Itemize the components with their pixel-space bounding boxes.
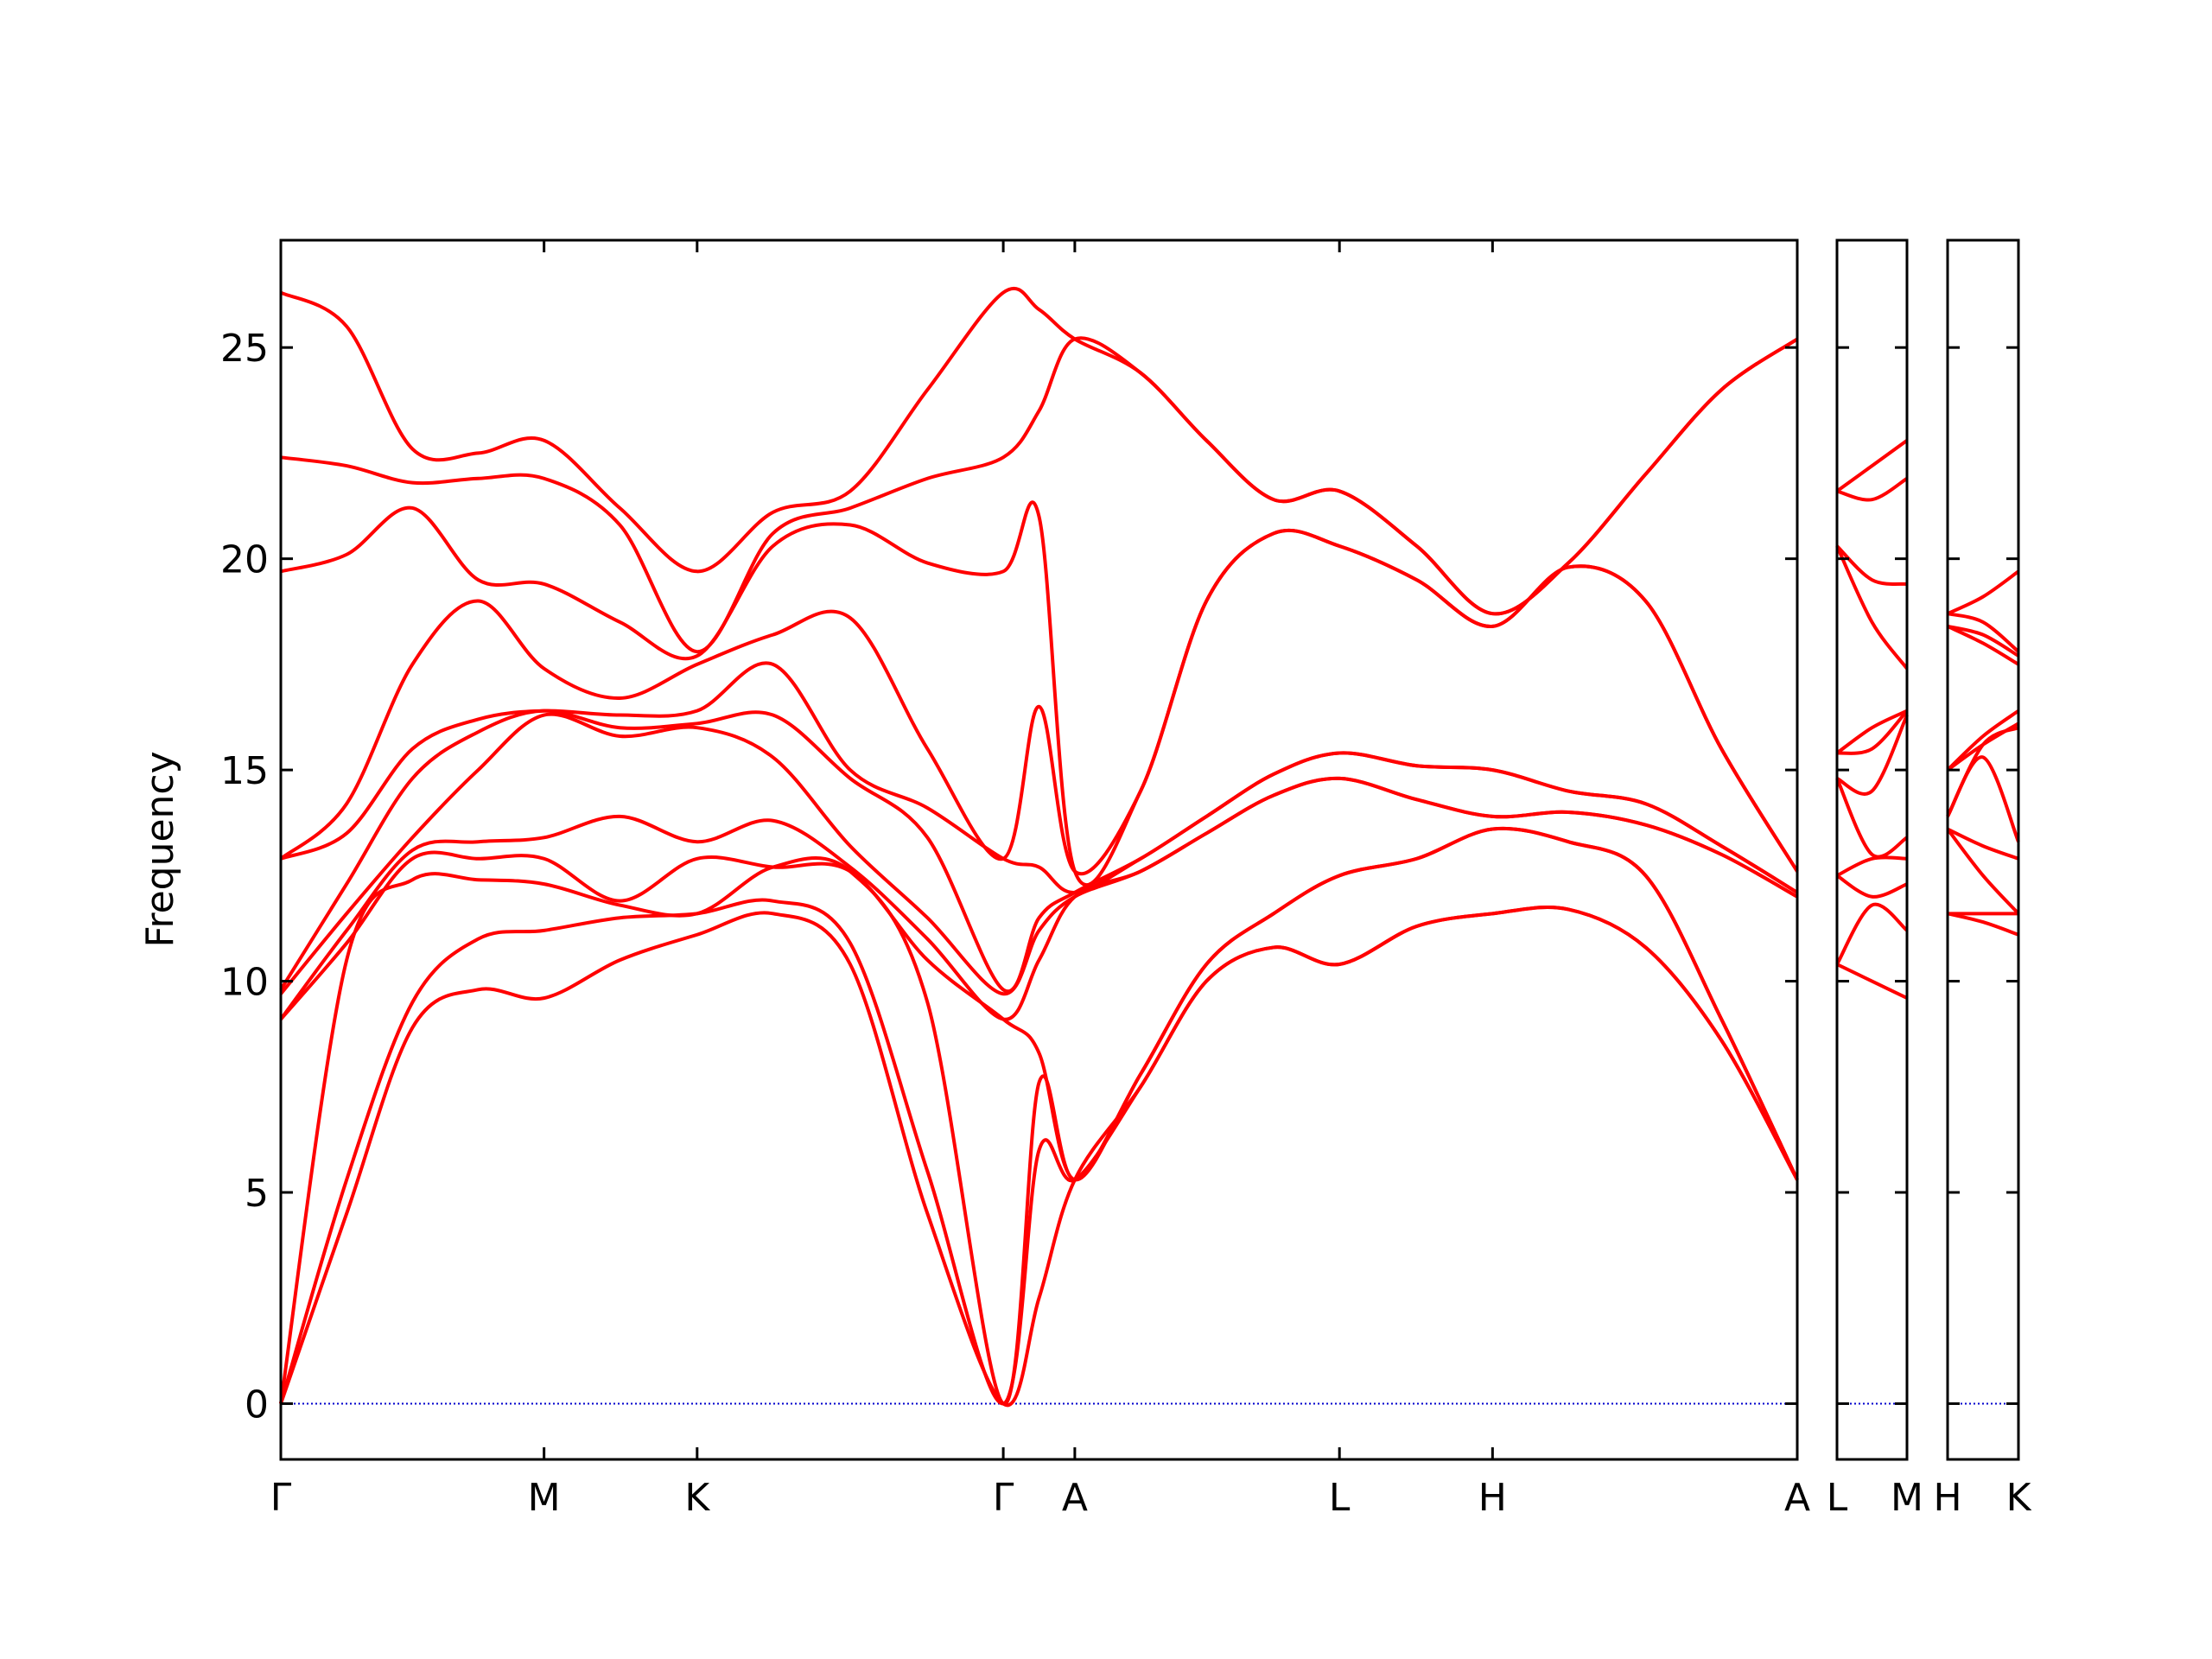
band-line	[1836, 709, 1909, 755]
band-line	[279, 898, 1799, 1406]
y-tick-label: 0	[245, 1382, 269, 1427]
plot-frame	[1946, 238, 2020, 1461]
band-line	[280, 661, 1799, 894]
x-tick-label: M	[1891, 1476, 1923, 1520]
x-tick-label: K	[2006, 1476, 2032, 1520]
x-tick-label: A	[1784, 1476, 1810, 1520]
x-tick-label: A	[1062, 1476, 1088, 1520]
band-line	[1946, 726, 2019, 817]
band-line	[1835, 439, 1909, 493]
band-line	[280, 286, 1799, 616]
x-tick-label: L	[1827, 1476, 1848, 1520]
band-line	[1836, 855, 1908, 878]
y-tick-label: 25	[220, 327, 269, 371]
x-tick-label: Γ	[270, 1476, 292, 1520]
band-line	[279, 826, 1799, 1406]
x-tick-label: H	[1933, 1476, 1961, 1520]
x-tick-label: H	[1478, 1476, 1507, 1520]
band-line	[1835, 544, 1908, 587]
band-line	[1836, 477, 1909, 502]
plot-frame	[1835, 238, 1909, 1461]
y-tick-label: 5	[245, 1172, 269, 1216]
band-line	[1835, 778, 1909, 859]
x-tick-label: L	[1329, 1476, 1351, 1520]
band-line	[280, 336, 1799, 654]
y-tick-label: 20	[220, 538, 269, 582]
band-line	[279, 712, 1798, 996]
plot-frame	[279, 238, 1799, 1461]
band-line	[279, 528, 1799, 876]
y-tick-label: 15	[220, 749, 269, 793]
band-line	[1947, 624, 2020, 658]
band-line	[279, 709, 1799, 994]
x-tick-label: Γ	[993, 1476, 1014, 1520]
band-line	[1835, 874, 1908, 899]
band-line	[279, 826, 1799, 1182]
band-line	[1946, 709, 2020, 772]
x-tick-label: K	[684, 1476, 710, 1520]
band-line	[1947, 569, 2020, 616]
band-line	[1835, 545, 1909, 670]
band-line	[1836, 963, 1908, 1000]
band-line	[1946, 828, 2020, 915]
band-line	[279, 776, 1798, 1021]
y-tick-label: 10	[220, 961, 269, 1005]
band-line	[1947, 612, 2020, 653]
band-line	[1835, 902, 1909, 966]
band-line	[1947, 827, 2019, 861]
x-tick-label: M	[528, 1476, 561, 1520]
band-line	[1835, 709, 1908, 755]
band-line	[1836, 714, 1909, 796]
y-axis-label: Frequency	[138, 751, 182, 947]
band-line	[1947, 912, 2019, 937]
band-line	[1947, 625, 2020, 666]
